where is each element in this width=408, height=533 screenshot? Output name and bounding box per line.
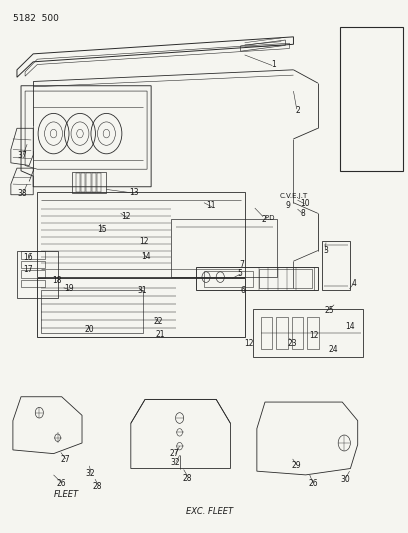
Text: 32: 32: [171, 458, 180, 466]
Text: 28: 28: [93, 481, 102, 490]
Text: 2: 2: [295, 106, 300, 115]
Text: 10: 10: [300, 199, 310, 208]
Text: FLEET: FLEET: [53, 489, 79, 498]
Text: 14: 14: [345, 321, 355, 330]
Bar: [72, 172, 106, 193]
Bar: [21, 261, 45, 268]
Text: 3: 3: [324, 246, 328, 255]
Text: 9: 9: [286, 201, 290, 211]
Text: 19: 19: [64, 284, 74, 293]
Bar: [97, 173, 101, 191]
Text: 12: 12: [139, 237, 149, 246]
Text: 15: 15: [97, 225, 106, 234]
Text: 4: 4: [352, 279, 357, 288]
Bar: [81, 173, 85, 191]
Bar: [21, 280, 45, 287]
Text: 38: 38: [17, 189, 27, 198]
Text: 5: 5: [237, 269, 242, 278]
Bar: [21, 270, 45, 278]
Bar: [92, 173, 96, 191]
Text: 17: 17: [24, 265, 33, 273]
Text: 23: 23: [288, 338, 297, 348]
Text: 26: 26: [56, 479, 66, 488]
Text: C.V.E.J.T: C.V.E.J.T: [279, 193, 308, 199]
Text: 12: 12: [309, 331, 319, 340]
Text: 37: 37: [17, 151, 27, 160]
Text: 27: 27: [60, 455, 70, 464]
Text: 21: 21: [156, 329, 165, 338]
Text: 20: 20: [84, 325, 94, 334]
Bar: [261, 317, 272, 349]
Text: 11: 11: [206, 201, 216, 211]
Bar: [259, 269, 312, 288]
Text: 12: 12: [121, 212, 131, 221]
Text: 24: 24: [328, 345, 338, 354]
Text: 28: 28: [182, 474, 192, 482]
Text: 8: 8: [300, 209, 305, 218]
Text: P.D: P.D: [264, 215, 275, 221]
Text: 25: 25: [324, 305, 334, 314]
Bar: [76, 173, 80, 191]
Text: EXC. FLEET: EXC. FLEET: [186, 506, 233, 515]
Text: 16: 16: [24, 254, 33, 262]
Text: 32: 32: [85, 470, 95, 478]
Text: 2: 2: [262, 215, 266, 224]
Bar: [276, 317, 288, 349]
Text: 12: 12: [244, 339, 253, 348]
Text: 36: 36: [354, 142, 364, 151]
Text: 35: 35: [354, 130, 364, 139]
Text: 5182  500: 5182 500: [13, 14, 59, 23]
Bar: [21, 251, 45, 259]
Bar: [204, 271, 253, 287]
Text: 30: 30: [341, 475, 350, 483]
Text: 26: 26: [308, 479, 318, 488]
Text: 22: 22: [154, 317, 163, 326]
Bar: [340, 27, 403, 171]
Text: 6: 6: [240, 286, 245, 295]
Text: 31: 31: [137, 286, 147, 295]
Text: 13: 13: [129, 188, 139, 197]
Bar: [307, 317, 319, 349]
Text: 1: 1: [271, 60, 275, 69]
Text: 33: 33: [354, 75, 364, 84]
Text: 18: 18: [52, 276, 62, 285]
Text: 14: 14: [142, 253, 151, 261]
Text: 7: 7: [239, 261, 244, 269]
Bar: [86, 173, 91, 191]
Text: 34: 34: [354, 119, 364, 128]
Bar: [292, 317, 303, 349]
Text: 27: 27: [170, 449, 180, 458]
Text: 29: 29: [292, 462, 302, 470]
